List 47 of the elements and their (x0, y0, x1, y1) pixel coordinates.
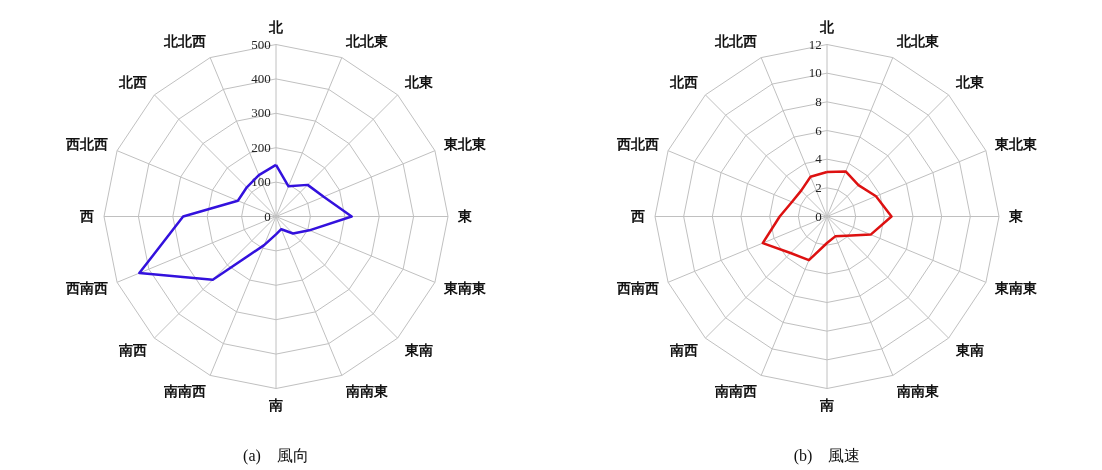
y-tick-label: 100 (251, 174, 271, 190)
y-tick-label: 0 (264, 208, 271, 224)
spoke-label: 西北西 (615, 136, 659, 152)
y-tick-label: 12 (808, 36, 822, 52)
spoke-label: 東 (457, 209, 474, 224)
spoke-label: 西南西 (64, 281, 108, 297)
y-tick-label: 4 (815, 151, 823, 167)
spoke-label: 東北東 (443, 136, 488, 152)
y-tick-label: 8 (815, 93, 822, 109)
spoke-label: 東南東 (994, 281, 1039, 297)
spoke-label: 北北西 (163, 34, 207, 50)
spoke-label: 南南東 (895, 383, 940, 399)
spoke-label: 東南東 (443, 281, 488, 297)
spoke-label: 西 (629, 209, 645, 224)
spoke-label: 北北西 (714, 34, 758, 50)
y-tick-label: 6 (815, 122, 823, 138)
text: (a) 風向 (243, 447, 309, 465)
spoke-label: 北北東 (344, 34, 389, 50)
spoke-label: 東 (1008, 209, 1025, 224)
spoke-label: 南西 (118, 342, 148, 358)
y-tick-label: 300 (251, 105, 271, 121)
y-tick-label: 10 (808, 65, 822, 81)
spoke-label: 北 (268, 19, 284, 35)
spoke-label: 南南西 (163, 383, 207, 399)
spoke-label: 西 (78, 209, 94, 224)
spoke-label: 北東 (954, 75, 985, 91)
spoke-label: 北西 (669, 75, 699, 91)
spoke-label: 北 (819, 19, 835, 35)
spoke-label: 北北東 (895, 34, 940, 50)
y-tick-label: 2 (815, 179, 822, 195)
spoke-label: 南西 (669, 342, 699, 358)
spoke-label: 南 (819, 398, 834, 414)
spoke-label: 南 (268, 398, 283, 414)
spoke-label: 西北西 (64, 136, 108, 152)
y-tick-label: 500 (251, 36, 271, 52)
spoke-label: 南南東 (344, 383, 389, 399)
spoke-label: 南南西 (714, 383, 758, 399)
spoke-label: 東南 (954, 342, 984, 358)
spoke-label: 東南 (403, 342, 433, 358)
spoke-label: 東北東 (994, 136, 1039, 152)
y-tick-label: 400 (251, 70, 271, 86)
text: (b) 風速 (793, 447, 861, 465)
spoke-label: 北西 (118, 75, 148, 91)
y-tick-label: 200 (251, 139, 271, 155)
y-tick-label: 0 (815, 208, 822, 224)
spoke-label: 北東 (403, 75, 434, 91)
spoke-label: 西南西 (615, 281, 659, 297)
